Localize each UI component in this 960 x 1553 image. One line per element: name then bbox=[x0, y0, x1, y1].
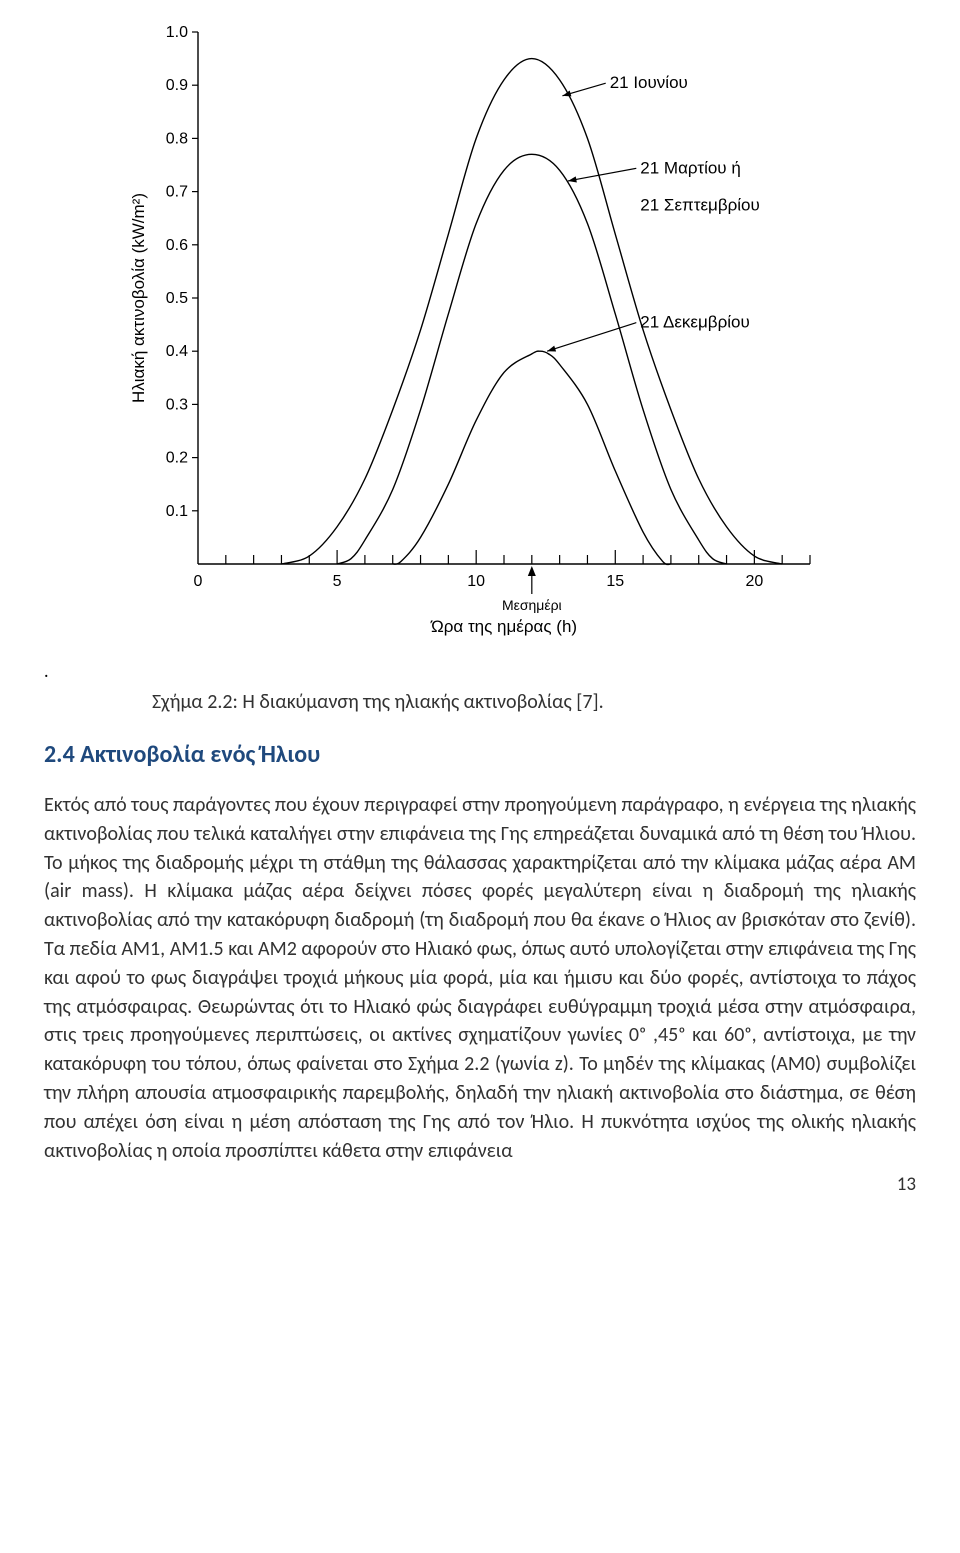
svg-text:5: 5 bbox=[333, 573, 342, 590]
svg-text:Μεσημέρι: Μεσημέρι bbox=[502, 597, 562, 613]
svg-text:0.8: 0.8 bbox=[166, 130, 188, 147]
svg-text:0.9: 0.9 bbox=[166, 77, 188, 94]
svg-text:21 Σεπτεμβρίου: 21 Σεπτεμβρίου bbox=[640, 196, 760, 215]
svg-text:21 Δεκεμβρίου: 21 Δεκεμβρίου bbox=[640, 313, 749, 332]
svg-text:0.1: 0.1 bbox=[166, 503, 188, 520]
page-number: 13 bbox=[44, 1173, 916, 1196]
svg-text:0.4: 0.4 bbox=[166, 343, 188, 360]
svg-text:20: 20 bbox=[745, 573, 763, 590]
svg-text:0.3: 0.3 bbox=[166, 396, 188, 413]
svg-text:Ώρα της ημέρας (h): Ώρα της ημέρας (h) bbox=[430, 617, 577, 636]
figure-dot: . bbox=[44, 660, 49, 682]
solar-radiation-chart: 0.1 0.2 0.3 0.4 0.5 0.6 0.7 0.8 0.9 1.0 0 5 10 15 20 Με… bbox=[120, 20, 840, 660]
svg-text:0.2: 0.2 bbox=[166, 450, 188, 467]
figure-caption: Σχήμα 2.2: Η διακύμανση της ηλιακής ακτι… bbox=[152, 690, 916, 714]
svg-text:10: 10 bbox=[467, 573, 485, 590]
svg-text:0.5: 0.5 bbox=[166, 290, 188, 307]
svg-text:15: 15 bbox=[606, 573, 624, 590]
svg-text:0.6: 0.6 bbox=[166, 237, 188, 254]
svg-text:Ηλιακή ακτινοβολία (kW/m²): Ηλιακή ακτινοβολία (kW/m²) bbox=[129, 193, 148, 403]
body-paragraph: Εκτός από τους παράγοντες που έχουν περι… bbox=[44, 791, 916, 1165]
svg-text:21 Μαρτίου ή: 21 Μαρτίου ή bbox=[640, 158, 740, 177]
svg-text:1.0: 1.0 bbox=[166, 24, 188, 41]
svg-text:21 Ιουνίου: 21 Ιουνίου bbox=[610, 73, 688, 92]
section-heading: 2.4 Ακτινοβολία ενός Ήλιου bbox=[44, 740, 916, 769]
svg-text:0.7: 0.7 bbox=[166, 184, 188, 201]
svg-text:0: 0 bbox=[194, 573, 203, 590]
